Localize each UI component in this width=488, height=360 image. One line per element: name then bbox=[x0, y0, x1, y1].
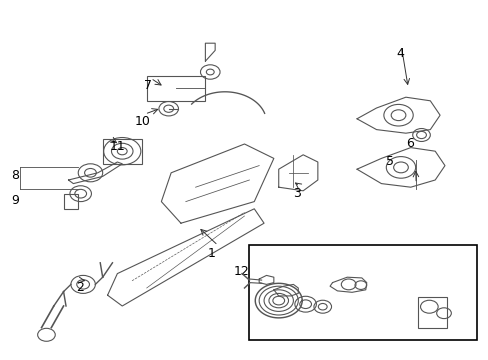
Text: 1: 1 bbox=[207, 247, 215, 260]
Text: 10: 10 bbox=[134, 115, 150, 128]
Text: 11: 11 bbox=[110, 140, 125, 153]
Text: 15: 15 bbox=[317, 317, 333, 330]
Text: 13: 13 bbox=[264, 326, 279, 339]
Text: 7: 7 bbox=[144, 79, 152, 92]
Bar bbox=[102, 139, 142, 164]
Text: 12: 12 bbox=[233, 265, 249, 278]
Bar bbox=[63, 194, 78, 209]
Text: 4: 4 bbox=[395, 47, 403, 60]
Text: 14: 14 bbox=[302, 313, 317, 326]
Text: 2: 2 bbox=[76, 281, 83, 294]
Text: 6: 6 bbox=[405, 137, 413, 150]
Bar bbox=[417, 297, 447, 328]
Text: 17: 17 bbox=[351, 275, 367, 288]
Text: 9: 9 bbox=[11, 194, 19, 207]
Bar bbox=[249, 245, 476, 340]
Text: 8: 8 bbox=[11, 169, 19, 182]
Text: 3: 3 bbox=[293, 187, 301, 200]
Bar bbox=[146, 76, 205, 101]
Text: 16: 16 bbox=[434, 290, 450, 303]
Text: 5: 5 bbox=[386, 155, 393, 168]
